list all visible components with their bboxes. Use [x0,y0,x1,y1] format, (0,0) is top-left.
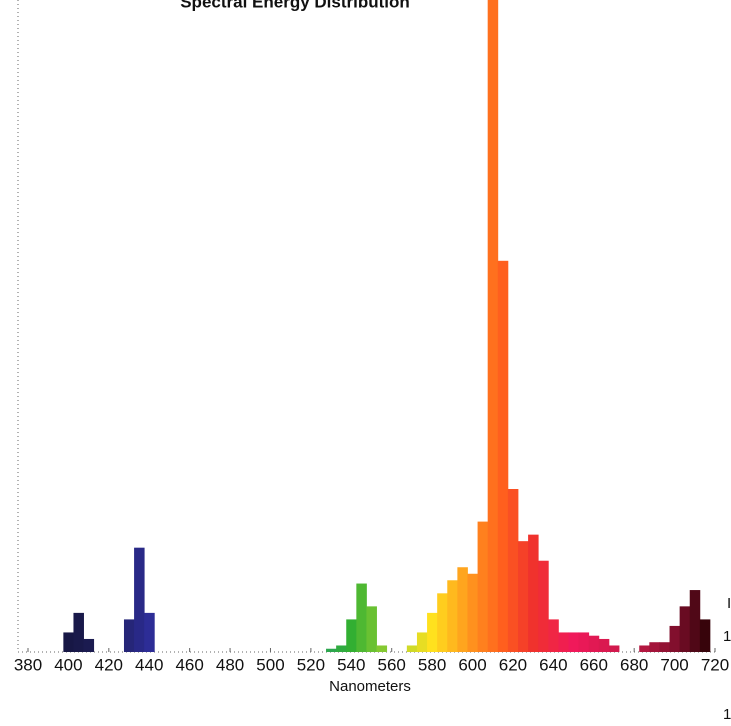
spectrum-bar [548,619,559,652]
x-tick-label: 540 [337,655,365,674]
spectrum-bar [356,583,367,652]
spectrum-bar [406,645,418,652]
spectrum-bar [659,642,670,652]
spectrum-bar [689,590,701,652]
x-tick-label: 700 [660,655,688,674]
spectrum-bar [134,547,145,652]
spectrum-bar [346,619,357,652]
x-tick-label: 420 [95,655,123,674]
x-tick-label: 560 [378,655,406,674]
x-tick-label: 680 [620,655,648,674]
spectrum-bar [83,638,95,652]
x-tick-label: 520 [297,655,325,674]
spectrum-bar [467,573,478,652]
x-tick-label: 620 [499,655,527,674]
spectrum-bar [336,645,347,652]
x-tick-label: 600 [458,655,486,674]
x-tick-label: 720 [701,655,729,674]
chart-title: Spectral Energy Distribution [180,0,410,11]
x-tick-label: 380 [14,655,42,674]
spectrum-bar [649,642,660,652]
spectrum-bar [538,560,549,652]
spectrum-bar [427,612,438,652]
spectrum-bar [487,0,499,652]
spectrum-bar [679,606,691,652]
x-tick-label: 660 [580,655,608,674]
x-axis-title: Nanometers [329,678,411,695]
spectrum-bar [558,632,569,652]
spectrum-bar [608,645,620,652]
spectrum-bar [457,567,468,652]
x-tick-label: 400 [54,655,82,674]
spectrum-bar [123,619,135,652]
spectrum-bar [447,580,458,652]
x-tick-label: 440 [135,655,163,674]
annotation: 1 [723,706,731,723]
spectrum-bar [639,645,650,652]
x-tick-label: 640 [539,655,567,674]
spectrum-bar [517,541,529,652]
spectrum-bar [588,635,600,652]
x-tick-label: 460 [175,655,203,674]
spectrum-bar [437,593,448,652]
spectrum-bar [578,632,590,652]
spectrum-bar [376,645,388,652]
spectrum-bar [366,606,377,652]
spectrum-bar [144,612,155,652]
spectrum-bar [63,632,74,652]
spectrum-bar [598,638,610,652]
spectrum-bar [669,625,681,652]
spectrum-bar [497,260,509,652]
spectrum-bar [416,632,428,652]
spectrum-bar [507,489,519,652]
x-tick-label: 480 [216,655,244,674]
spectrum-bar [699,619,711,652]
annotation: I [727,595,731,612]
annotation: 1 [723,628,731,645]
spectrum-bar [73,612,84,652]
spectrum-bar [528,534,539,652]
spectrum-bar [326,648,337,652]
x-tick-label: 500 [256,655,284,674]
spectrum-bar [477,521,489,652]
x-tick-label: 580 [418,655,446,674]
spectrum-bar [568,632,580,652]
